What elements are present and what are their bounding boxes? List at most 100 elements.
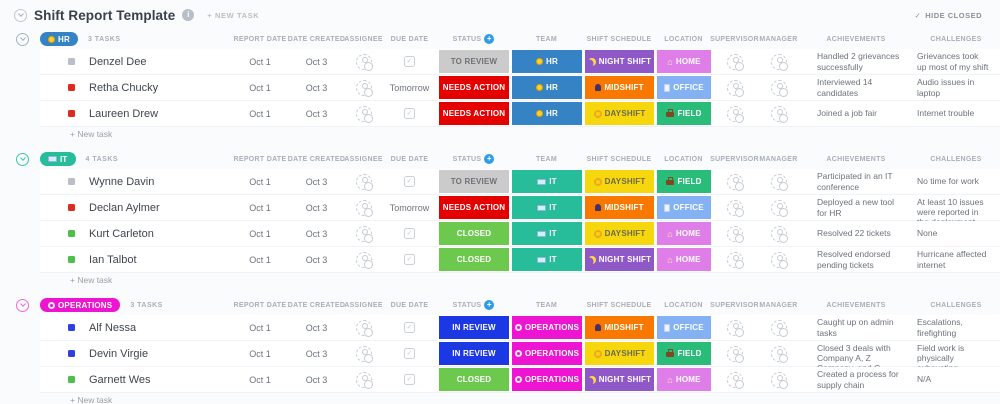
date-created[interactable]: Oct 3 <box>305 176 328 187</box>
due-date[interactable]: Tomorrow <box>389 202 430 213</box>
column-header-assignee[interactable]: ASSIGNEE <box>344 156 382 163</box>
assignee-avatar[interactable] <box>355 225 373 243</box>
challenges-text[interactable]: No time for work <box>917 176 979 187</box>
location-cell[interactable]: OFFICE <box>655 315 712 340</box>
manager-avatar[interactable] <box>770 225 788 243</box>
date-created[interactable]: Oct 3 <box>305 56 328 67</box>
team-cell[interactable]: OPERATIONS <box>510 367 583 392</box>
column-header-team[interactable]: TEAM <box>510 36 583 43</box>
date-created[interactable]: Oct 3 <box>305 254 328 265</box>
team-cell[interactable]: HR <box>510 101 583 126</box>
calendar-icon[interactable] <box>404 108 415 119</box>
new-task-button[interactable]: + NEW TASK <box>207 10 260 20</box>
supervisor-avatar[interactable] <box>726 199 744 217</box>
manager-avatar[interactable] <box>770 105 788 123</box>
column-header-status[interactable]: STATUS + <box>437 34 510 44</box>
group-pill-operations[interactable]: OPERATIONS <box>40 298 121 312</box>
column-header-challenges[interactable]: CHALLENGES <box>912 36 1000 43</box>
location-cell[interactable]: FIELD <box>655 341 712 366</box>
task-name[interactable]: Denzel Dee <box>89 55 147 68</box>
shift-schedule-cell[interactable]: DAYSHIFT <box>583 341 655 366</box>
add-task-button[interactable]: + New task <box>70 275 113 285</box>
challenges-text[interactable]: Field work is physically exhausting <box>917 342 965 367</box>
task-name[interactable]: Ian Talbot <box>89 253 137 266</box>
column-header-shift-schedule[interactable]: SHIFT SCHEDULE <box>583 36 655 43</box>
achievements-text[interactable]: Handled 2 grievances successfully <box>817 51 900 72</box>
achievements-text[interactable]: Resolved endorsed pending tickets <box>817 249 891 270</box>
date-created[interactable]: Oct 3 <box>305 348 328 359</box>
manager-avatar[interactable] <box>770 251 788 269</box>
shift-schedule-cell[interactable]: MIDSHIFT <box>583 75 655 100</box>
status-cell[interactable]: CLOSED <box>437 247 510 272</box>
column-header-supervisor[interactable]: SUPERVISOR <box>710 302 758 309</box>
achievements-text[interactable]: Deployed a new tool for HR <box>817 197 895 218</box>
manager-avatar[interactable] <box>770 371 788 389</box>
status-cell[interactable]: IN REVIEW <box>437 341 510 366</box>
priority-square[interactable] <box>68 324 75 331</box>
shift-schedule-cell[interactable]: MIDSHIFT <box>583 315 655 340</box>
task-name[interactable]: Devin Virgie <box>89 347 149 360</box>
location-cell[interactable]: FIELD <box>655 169 712 194</box>
challenges-text[interactable]: At least 10 issues were reported in the … <box>917 196 984 221</box>
supervisor-avatar[interactable] <box>726 319 744 337</box>
column-header-location[interactable]: LOCATION <box>655 302 712 309</box>
column-header-team[interactable]: TEAM <box>510 156 583 163</box>
assignee-avatar[interactable] <box>355 199 373 217</box>
team-cell[interactable]: IT <box>510 247 583 272</box>
team-cell[interactable]: OPERATIONS <box>510 315 583 340</box>
date-created[interactable]: Oct 3 <box>305 202 328 213</box>
team-cell[interactable]: IT <box>510 195 583 220</box>
location-cell[interactable]: FIELD <box>655 101 712 126</box>
task-name[interactable]: Wynne Davin <box>89 175 155 188</box>
group-collapse-icon[interactable] <box>16 32 29 46</box>
shift-schedule-cell[interactable]: DAYSHIFT <box>583 169 655 194</box>
add-task-button[interactable]: + New task <box>70 129 113 139</box>
calendar-icon[interactable] <box>404 176 415 187</box>
task-name[interactable]: Kurt Carleton <box>89 227 154 240</box>
supervisor-avatar[interactable] <box>726 79 744 97</box>
report-date[interactable]: Oct 1 <box>249 254 271 265</box>
assignee-avatar[interactable] <box>355 173 373 191</box>
task-name[interactable]: Alf Nessa <box>89 321 137 334</box>
challenges-text[interactable]: Audio issues in laptop <box>917 77 975 98</box>
task-name[interactable]: Garnett Wes <box>89 373 151 386</box>
report-date[interactable]: Oct 1 <box>249 374 271 385</box>
manager-avatar[interactable] <box>770 79 788 97</box>
shift-schedule-cell[interactable]: DAYSHIFT <box>583 101 655 126</box>
status-cell[interactable]: NEEDS ACTION <box>437 101 510 126</box>
location-cell[interactable]: ⌂ HOME <box>655 367 712 392</box>
location-cell[interactable]: OFFICE <box>655 75 712 100</box>
achievements-text[interactable]: Caught up on admin tasks <box>817 317 894 338</box>
priority-square[interactable] <box>68 178 75 185</box>
achievements-text[interactable]: Created a process for supply chain <box>817 369 899 390</box>
status-cell[interactable]: NEEDS ACTION <box>437 195 510 220</box>
shift-schedule-cell[interactable]: DAYSHIFT <box>583 221 655 246</box>
supervisor-avatar[interactable] <box>726 251 744 269</box>
location-cell[interactable]: ⌂ HOME <box>655 49 712 74</box>
assignee-avatar[interactable] <box>355 319 373 337</box>
group-pill-hr[interactable]: HR <box>40 32 78 46</box>
priority-square[interactable] <box>68 58 75 65</box>
status-cell[interactable]: TO REVIEW <box>437 49 510 74</box>
challenges-text[interactable]: Hurricane affected internet <box>917 249 987 270</box>
calendar-icon[interactable] <box>404 56 415 67</box>
column-header-date-created[interactable]: DATE CREATED <box>288 36 345 43</box>
column-header-report-date[interactable]: REPORT DATE <box>232 302 288 309</box>
achievements-text[interactable]: Resolved 22 tickets <box>817 228 891 239</box>
column-header-due-date[interactable]: DUE DATE <box>382 36 437 43</box>
column-header-achievements[interactable]: ACHIEVEMENTS <box>800 302 912 309</box>
challenges-text[interactable]: None <box>917 228 938 239</box>
group-collapse-icon[interactable] <box>16 152 29 166</box>
report-date[interactable]: Oct 1 <box>249 82 271 93</box>
team-cell[interactable]: IT <box>510 169 583 194</box>
location-cell[interactable]: OFFICE <box>655 195 712 220</box>
date-created[interactable]: Oct 3 <box>305 108 328 119</box>
manager-avatar[interactable] <box>770 173 788 191</box>
column-header-achievements[interactable]: ACHIEVEMENTS <box>800 156 912 163</box>
achievements-text[interactable]: Interviewed 14 candidates <box>817 77 873 98</box>
supervisor-avatar[interactable] <box>726 371 744 389</box>
report-date[interactable]: Oct 1 <box>249 322 271 333</box>
status-cell[interactable]: CLOSED <box>437 367 510 392</box>
column-header-location[interactable]: LOCATION <box>655 36 712 43</box>
calendar-icon[interactable] <box>404 228 415 239</box>
